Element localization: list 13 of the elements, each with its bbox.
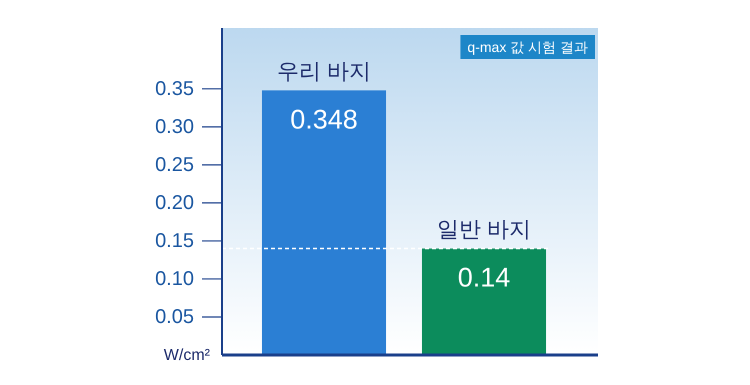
y-tick-label: 0.35 — [155, 78, 194, 100]
y-tick-label: 0.25 — [155, 154, 194, 176]
y-tick-label: 0.15 — [155, 230, 194, 252]
y-tick-label: 0.05 — [155, 306, 194, 328]
y-tick-label: 0.10 — [155, 268, 194, 290]
data-label: 0.14 — [458, 262, 510, 293]
y-tick-label: 0.30 — [155, 116, 194, 138]
text: q-max 값 시험 결과 — [467, 39, 588, 55]
y-tick-label: 0.20 — [155, 192, 194, 214]
x-tick-label: 우리 바지 — [276, 58, 372, 84]
x-tick-label: 일반 바지 — [436, 216, 532, 242]
data-label: 0.348 — [290, 104, 358, 134]
y-axis-title: W/cm² — [164, 347, 211, 364]
